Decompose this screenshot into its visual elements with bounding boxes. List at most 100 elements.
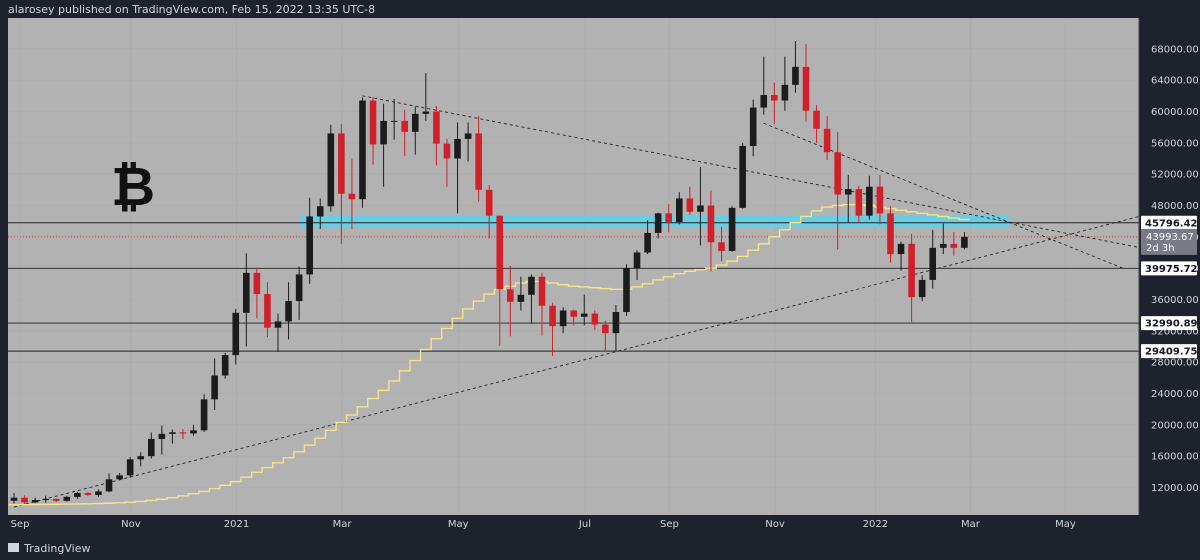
price-tick-label: 12000.00 — [1151, 483, 1199, 494]
candle-body — [443, 143, 451, 159]
trendlines — [13, 95, 1197, 508]
time-axis-label: Nov — [765, 519, 785, 530]
candle-body — [781, 84, 789, 101]
bitcoin-icon: ₿ — [111, 155, 155, 218]
candle-body — [221, 355, 229, 376]
candle-body — [232, 312, 240, 356]
candle-body — [686, 198, 694, 212]
candle-body — [316, 206, 324, 217]
level-label: 39975.72 — [1145, 264, 1198, 275]
time-axis-label: May — [1055, 519, 1076, 530]
candle-body — [939, 243, 947, 248]
price-tick-label: 52000.00 — [1151, 170, 1199, 181]
candle-body — [52, 498, 60, 501]
moving-average — [8, 204, 970, 506]
candle-body — [665, 213, 673, 222]
candle-body — [179, 432, 187, 434]
time-axis-labels: Sep Nov 2021 Mar May Jul Sep Nov 2022 Mar May — [11, 519, 1076, 530]
price-tick-label: 60000.00 — [1151, 107, 1199, 118]
candle-body — [739, 145, 746, 208]
candle-body — [707, 205, 715, 243]
candle-body — [887, 213, 894, 255]
candle-body — [10, 497, 18, 501]
candle-body — [528, 276, 535, 295]
candle-body — [95, 491, 102, 495]
candle-body — [338, 133, 345, 194]
candle-body — [580, 313, 588, 317]
candle-body — [126, 459, 134, 476]
candle-body — [876, 186, 884, 214]
candle-body — [749, 107, 757, 146]
footer-brand: TradingView — [23, 542, 90, 555]
candle-body — [918, 279, 926, 298]
price-tick-label: 28000.00 — [1151, 358, 1199, 369]
time-axis-label: Nov — [121, 519, 141, 530]
time-axis-label: Mar — [961, 519, 981, 530]
candle-body — [855, 189, 863, 216]
price-tick-label: 20000.00 — [1151, 420, 1199, 431]
candle-body — [475, 133, 482, 190]
candle-body — [823, 128, 831, 153]
price-tick-label: 64000.00 — [1151, 76, 1199, 87]
publish-header: alarosey published on TradingView.com, F… — [8, 3, 375, 16]
candle-body — [369, 100, 377, 145]
price-axis-labels: 45796.42 39975.72 32990.89 29409.75 43993.67… — [1141, 215, 1198, 359]
time-axis-label: Sep — [11, 519, 30, 530]
candle-body — [728, 207, 736, 251]
candle-body — [200, 399, 208, 431]
candle-body — [559, 310, 567, 327]
candle-body — [844, 189, 852, 195]
candle-body — [675, 198, 683, 222]
candle-body — [454, 138, 461, 159]
candle-body — [507, 289, 514, 302]
candle-body — [137, 456, 145, 460]
candle-body — [950, 243, 958, 248]
candle-body — [31, 500, 39, 503]
candle-body — [327, 133, 335, 207]
time-axis-label: Jul — [578, 519, 591, 530]
candle-body — [84, 492, 92, 495]
candle-body — [158, 433, 166, 439]
candle-body — [538, 276, 546, 306]
candle-body — [633, 252, 641, 269]
time-axis-label: 2021 — [224, 519, 249, 530]
price-tick-label: 36000.00 — [1151, 295, 1199, 306]
plot-area[interactable] — [8, 18, 1139, 515]
level-label: 45796.42 — [1145, 218, 1198, 229]
candle-body — [433, 111, 440, 144]
level-label: 32990.89 — [1145, 319, 1198, 330]
candle-body — [21, 497, 28, 503]
time-axis-label: 2022 — [863, 519, 888, 530]
candle-body — [422, 111, 430, 114]
level-label-bg — [1141, 316, 1197, 331]
time-axis-label: Sep — [660, 519, 679, 530]
moving-average-line — [8, 204, 970, 506]
level-label-bg — [1141, 215, 1197, 230]
time-axis[interactable] — [0, 515, 1139, 535]
level-label: 29409.75 — [1145, 347, 1198, 358]
candle-body — [697, 205, 704, 212]
candle-body — [306, 216, 313, 275]
tradingview-logo: TradingView — [8, 542, 90, 555]
candle-body — [760, 95, 768, 108]
candle-body — [105, 479, 113, 492]
candle-body — [116, 475, 123, 480]
descending-resistance-1 — [362, 95, 1166, 253]
candle-body — [813, 110, 820, 129]
candle-body — [718, 242, 725, 251]
candle-body — [549, 305, 556, 327]
candle-body — [295, 274, 303, 302]
candle-body — [834, 152, 841, 195]
level-label-bg — [1141, 344, 1197, 359]
candle-body — [390, 120, 398, 122]
candle-body — [401, 120, 409, 132]
candle-body — [612, 312, 620, 334]
countdown-label: 2d 3h — [1146, 243, 1175, 254]
price-tick-label: 56000.00 — [1151, 138, 1199, 149]
candle-body — [654, 213, 662, 233]
candle-body — [411, 113, 419, 132]
candle-body — [359, 100, 366, 200]
price-tick-label: 68000.00 — [1151, 44, 1199, 55]
candle-body — [243, 272, 250, 313]
